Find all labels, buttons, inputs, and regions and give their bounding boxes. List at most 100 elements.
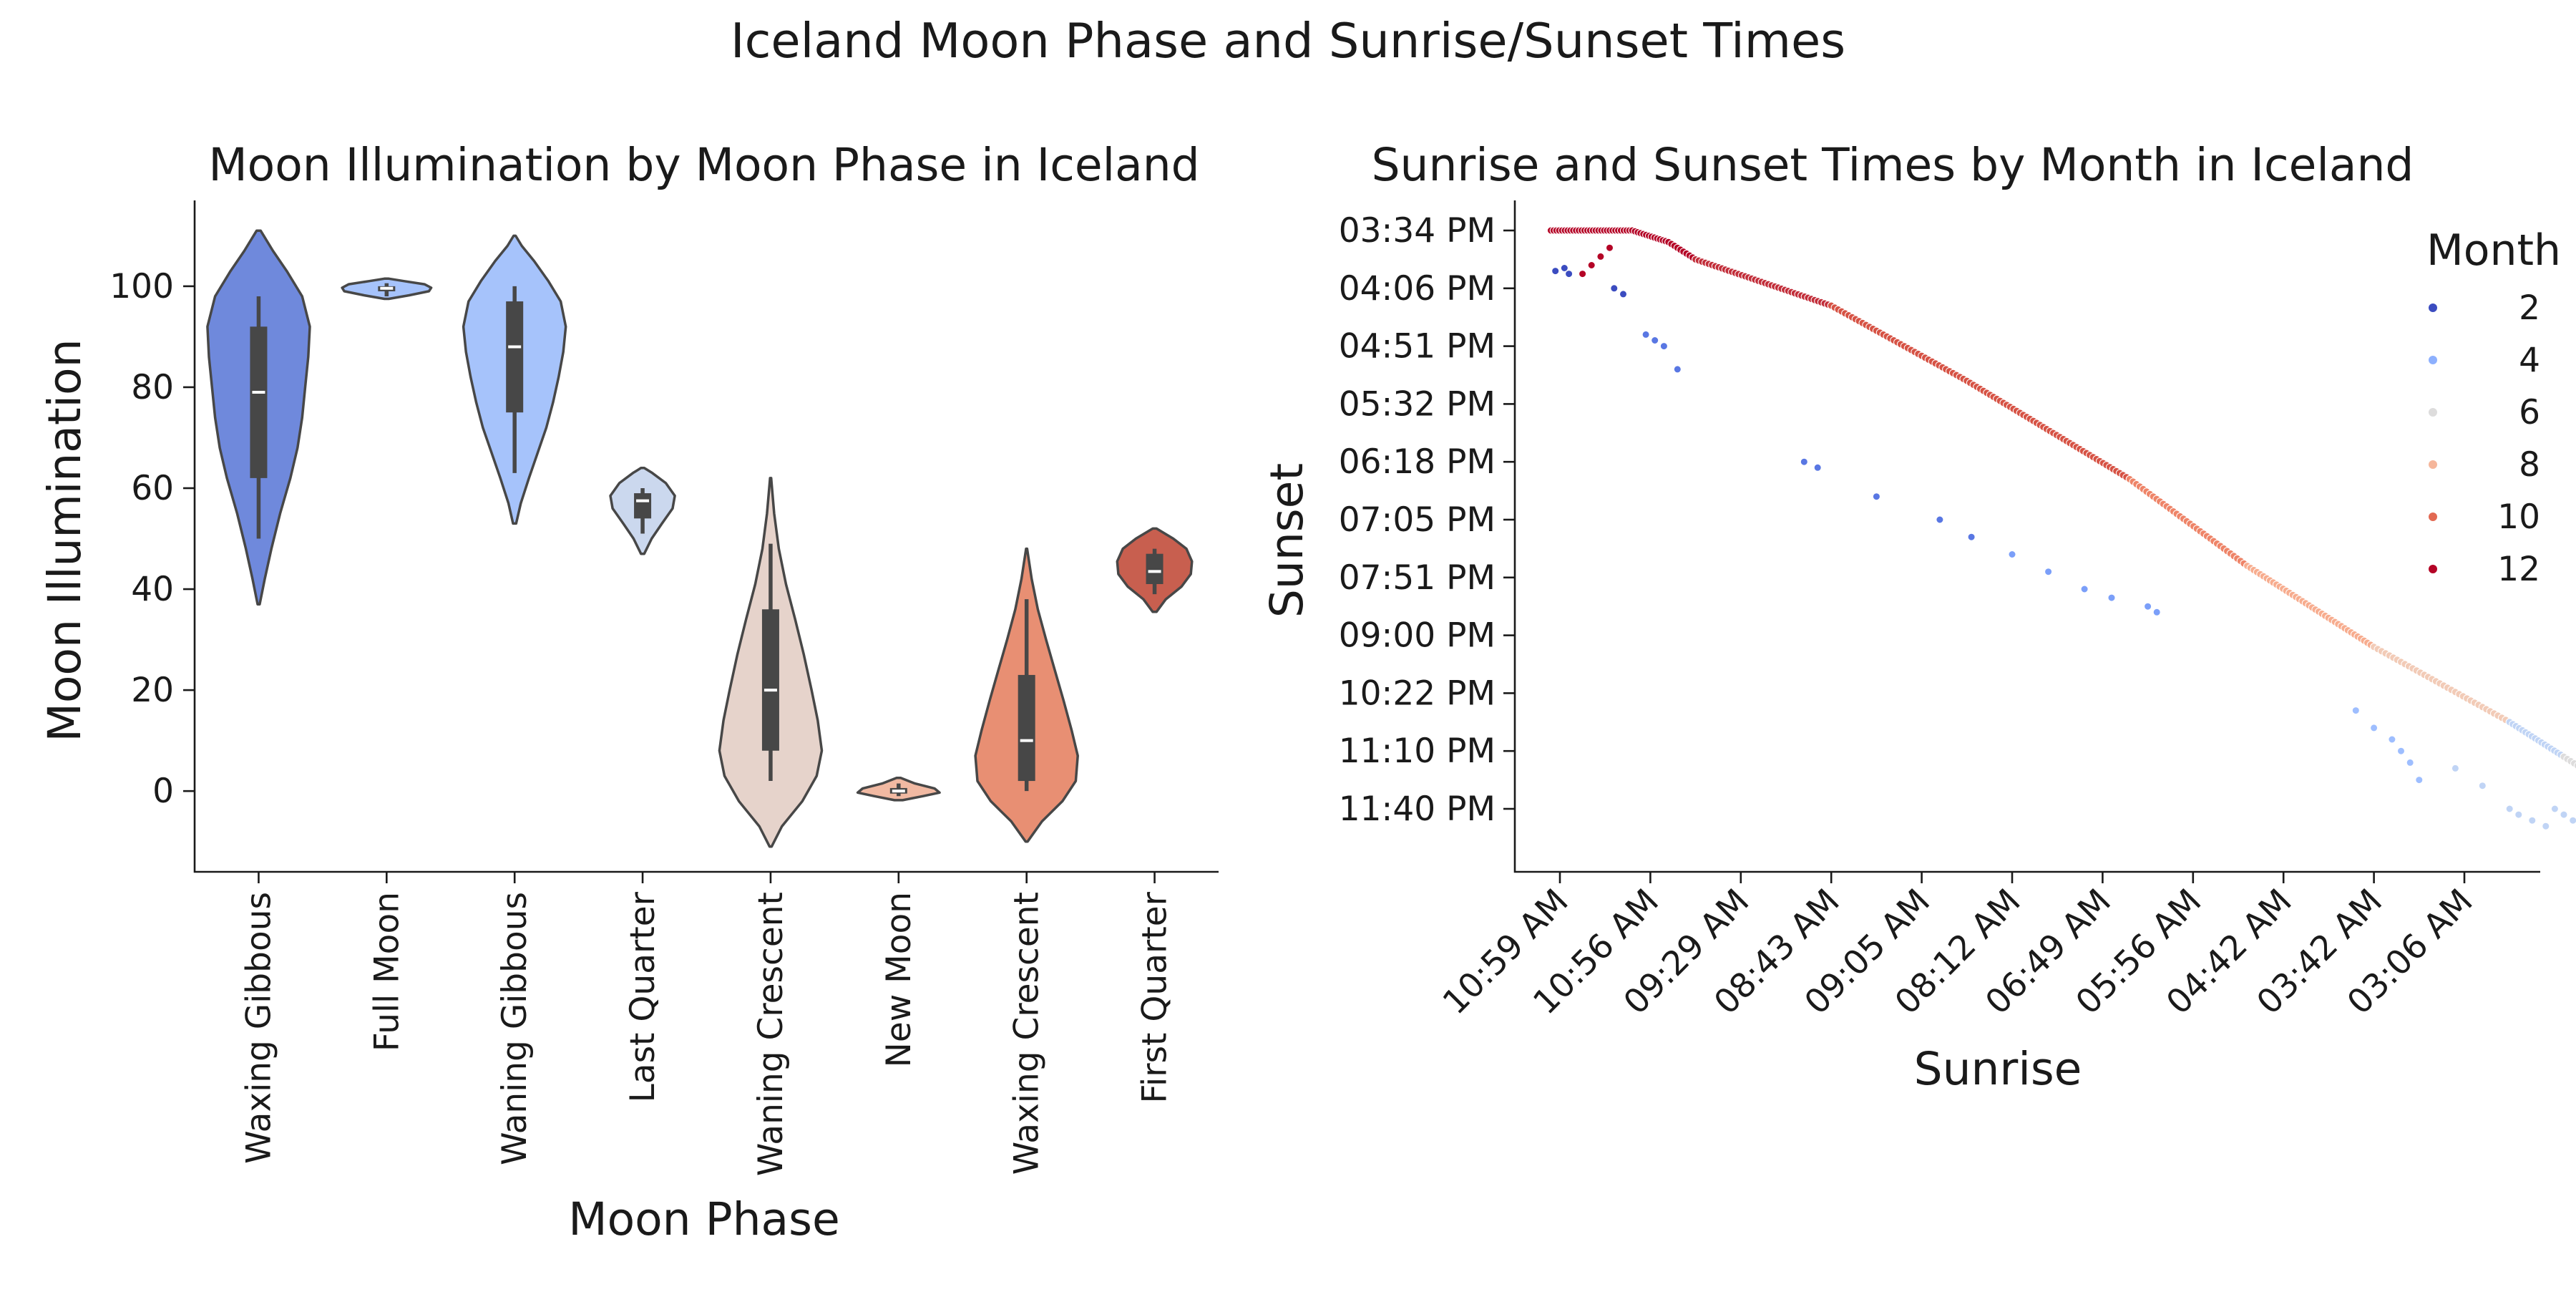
scatter-point-month-1 (1620, 291, 1627, 298)
scatter-y-ticks: 03:34 PM 04:06 PM 04:51 PM 05:32 PM 06:18 PM… (1339, 211, 1515, 829)
iqr-box-waxing-gibbous (250, 326, 267, 478)
violin-y-ticks: 0 20 40 60 80 100 (109, 267, 195, 811)
scatter-point-month-5 (2529, 817, 2536, 824)
scatter-point-month-4 (2398, 747, 2405, 754)
scatter-point-month-4 (2406, 759, 2414, 766)
y-tick-label: 60 (131, 469, 174, 508)
legend-label-4: 4 (2519, 341, 2540, 380)
scatter-y-tick-label: 11:40 PM (1339, 790, 1496, 829)
x-tick-label-waning-gibbous: Waning Gibbous (495, 892, 535, 1165)
scatter-point-month-12 (1597, 253, 1604, 260)
scatter-point-month-2 (1652, 337, 1659, 344)
x-tick-label-full-moon: Full Moon (367, 892, 406, 1051)
scatter-point-month-3 (2108, 594, 2115, 601)
scatter-y-tick-label: 03:34 PM (1339, 211, 1496, 251)
scatter-y-tick-label: 04:06 PM (1339, 269, 1496, 309)
legend-label-8: 8 (2519, 445, 2540, 485)
scatter-point-month-5 (2506, 805, 2513, 812)
x-tick-label-new-moon: New Moon (879, 892, 919, 1067)
y-tick-label: 100 (109, 267, 174, 306)
legend-label-2: 2 (2519, 288, 2540, 328)
legend-label-6: 6 (2519, 393, 2540, 432)
scatter-chart-title: Sunrise and Sunset Times by Month in Ice… (1372, 139, 2414, 191)
legend-marker-6 (2429, 408, 2437, 417)
scatter-point-month-2 (1800, 458, 1807, 465)
scatter-point-month-4 (2371, 724, 2378, 732)
scatter-point-month-5 (2560, 811, 2567, 818)
scatter-point-month-2 (1814, 464, 1821, 471)
legend-marker-10 (2429, 513, 2437, 521)
legend-label-12: 12 (2497, 550, 2540, 589)
violin-chart: Moon Illumination by Moon Phase in Icela… (39, 139, 1219, 1245)
figure-title: Iceland Moon Phase and Sunrise/Sunset Ti… (731, 13, 1845, 69)
iqr-box-first-quarter (1146, 554, 1163, 584)
scatter-y-tick-label: 05:32 PM (1339, 384, 1496, 424)
scatter-point-month-1 (1611, 285, 1618, 292)
scatter-point-month-12 (1606, 244, 1614, 251)
violin-x-axis-label: Moon Phase (568, 1193, 840, 1245)
scatter-point-month-3 (2145, 603, 2152, 610)
scatter-point-month-1 (1566, 271, 1573, 278)
scatter-point-month-12 (1579, 271, 1586, 278)
scatter-point-month-2 (1660, 343, 1667, 350)
y-tick-label: 0 (152, 772, 174, 811)
y-tick-label: 40 (131, 570, 174, 609)
scatter-point-month-5 (2570, 817, 2576, 824)
x-tick-label-waxing-gibbous: Waxing Gibbous (239, 892, 278, 1164)
scatter-y-tick-label: 04:51 PM (1339, 327, 1496, 366)
scatter-y-tick-label: 07:51 PM (1339, 558, 1496, 598)
violin-plot-area (208, 230, 1192, 846)
legend-marker-8 (2429, 460, 2437, 469)
legend-marker-2 (2429, 303, 2437, 312)
scatter-point-month-3 (2081, 586, 2088, 593)
scatter-point-month-4 (2389, 736, 2396, 743)
scatter-y-tick-label: 10:22 PM (1339, 674, 1496, 713)
scatter-point-month-5 (2479, 782, 2486, 790)
legend-marker-4 (2429, 356, 2437, 364)
scatter-point-month-5 (2542, 822, 2550, 830)
scatter-point-month-2 (1642, 331, 1649, 338)
scatter-points (1547, 227, 2576, 847)
legend-title: Month (2426, 225, 2561, 276)
scatter-point-month-12 (1588, 262, 1595, 269)
violin-chart-title: Moon Illumination by Moon Phase in Icela… (208, 139, 1199, 191)
iqr-box-waning-crescent (762, 609, 779, 750)
legend-marker-12 (2429, 565, 2437, 573)
scatter-y-tick-label: 06:18 PM (1339, 442, 1496, 482)
scatter-legend: Month 2 4 6 8 10 12 (2426, 225, 2561, 589)
scatter-point-month-5 (2451, 764, 2459, 772)
iqr-box-waning-gibbous (506, 301, 523, 412)
scatter-chart: Sunrise and Sunset Times by Month in Ice… (1261, 139, 2576, 1095)
scatter-x-axis-label: Sunrise (1914, 1043, 2082, 1095)
scatter-point-month-1 (1552, 268, 1559, 275)
y-tick-label: 80 (131, 368, 174, 407)
scatter-point-month-5 (2551, 805, 2558, 812)
scatter-axes-spines (1515, 200, 2540, 872)
scatter-point-month-2 (1968, 533, 1975, 540)
scatter-point-month-3 (2009, 551, 2016, 558)
scatter-point-month-3 (2153, 608, 2160, 616)
scatter-y-axis-label: Sunset (1261, 463, 1313, 618)
scatter-point-month-5 (2515, 811, 2522, 818)
scatter-point-month-4 (2352, 707, 2359, 714)
violin-x-ticks: Waxing Gibbous Full Moon Waning Gibbous Las… (239, 872, 1174, 1176)
scatter-y-tick-label: 07:05 PM (1339, 500, 1496, 540)
scatter-y-tick-label: 11:10 PM (1339, 732, 1496, 771)
scatter-point-month-4 (2416, 777, 2423, 784)
violin-y-axis-label: Moon Illumination (39, 339, 91, 742)
scatter-point-month-2 (1873, 493, 1880, 500)
scatter-point-month-2 (1936, 516, 1943, 523)
x-tick-label-first-quarter: First Quarter (1136, 891, 1175, 1103)
y-tick-label: 20 (131, 671, 174, 710)
scatter-point-month-2 (1674, 366, 1681, 373)
x-tick-label-waning-crescent: Waning Crescent (751, 892, 791, 1176)
legend-label-10: 10 (2497, 497, 2540, 537)
iqr-box-waxing-crescent (1018, 675, 1035, 781)
scatter-point-month-3 (2045, 568, 2052, 575)
x-tick-label-last-quarter: Last Quarter (623, 891, 663, 1102)
scatter-y-tick-label: 09:00 PM (1339, 616, 1496, 656)
x-tick-label-waxing-crescent: Waxing Crescent (1008, 892, 1047, 1175)
iqr-box-last-quarter (634, 493, 651, 518)
